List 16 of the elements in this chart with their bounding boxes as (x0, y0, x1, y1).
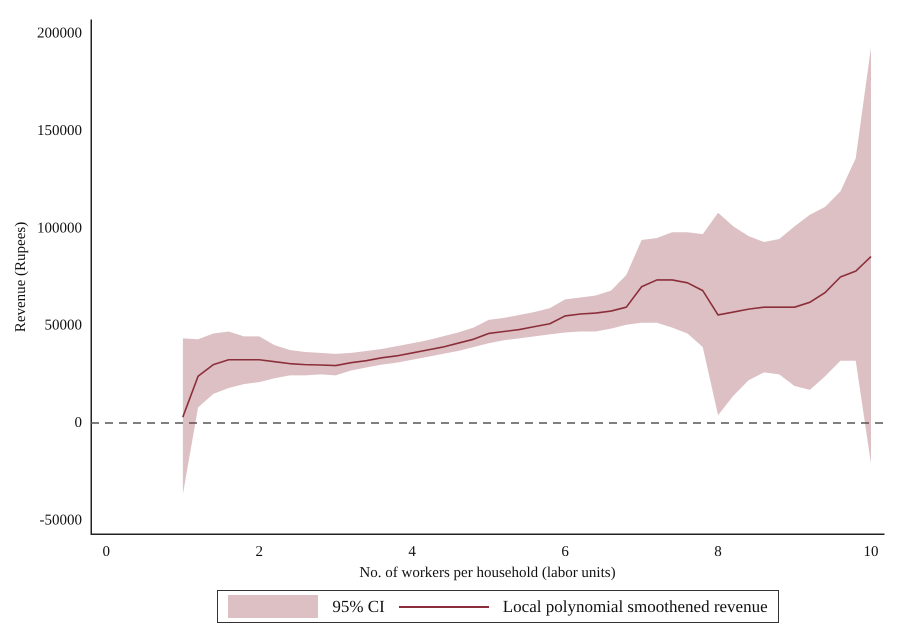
x-tick-label: 8 (714, 544, 722, 560)
x-tick-label: 10 (864, 544, 878, 560)
x-tick-label: 2 (255, 544, 263, 560)
x-tick-label: 0 (102, 544, 110, 560)
y-tick-label: 200000 (37, 26, 82, 42)
y-axis-title: Revenue (Rupees) (12, 222, 29, 332)
y-tick-label: 150000 (37, 122, 82, 139)
x-axis-title: No. of workers per household (labor units) (359, 564, 616, 581)
y-tick-label: 0 (74, 414, 82, 431)
y-tick-label: 100000 (37, 220, 82, 236)
text: Local polynomial smoothened revenue (502, 596, 768, 616)
y-tick-label: -50000 (40, 512, 82, 528)
x-tick-label: 6 (561, 544, 570, 560)
x-tick-label: 4 (408, 544, 416, 560)
text: 95% CI (332, 596, 385, 616)
y-tick-label: 50000 (44, 318, 82, 334)
